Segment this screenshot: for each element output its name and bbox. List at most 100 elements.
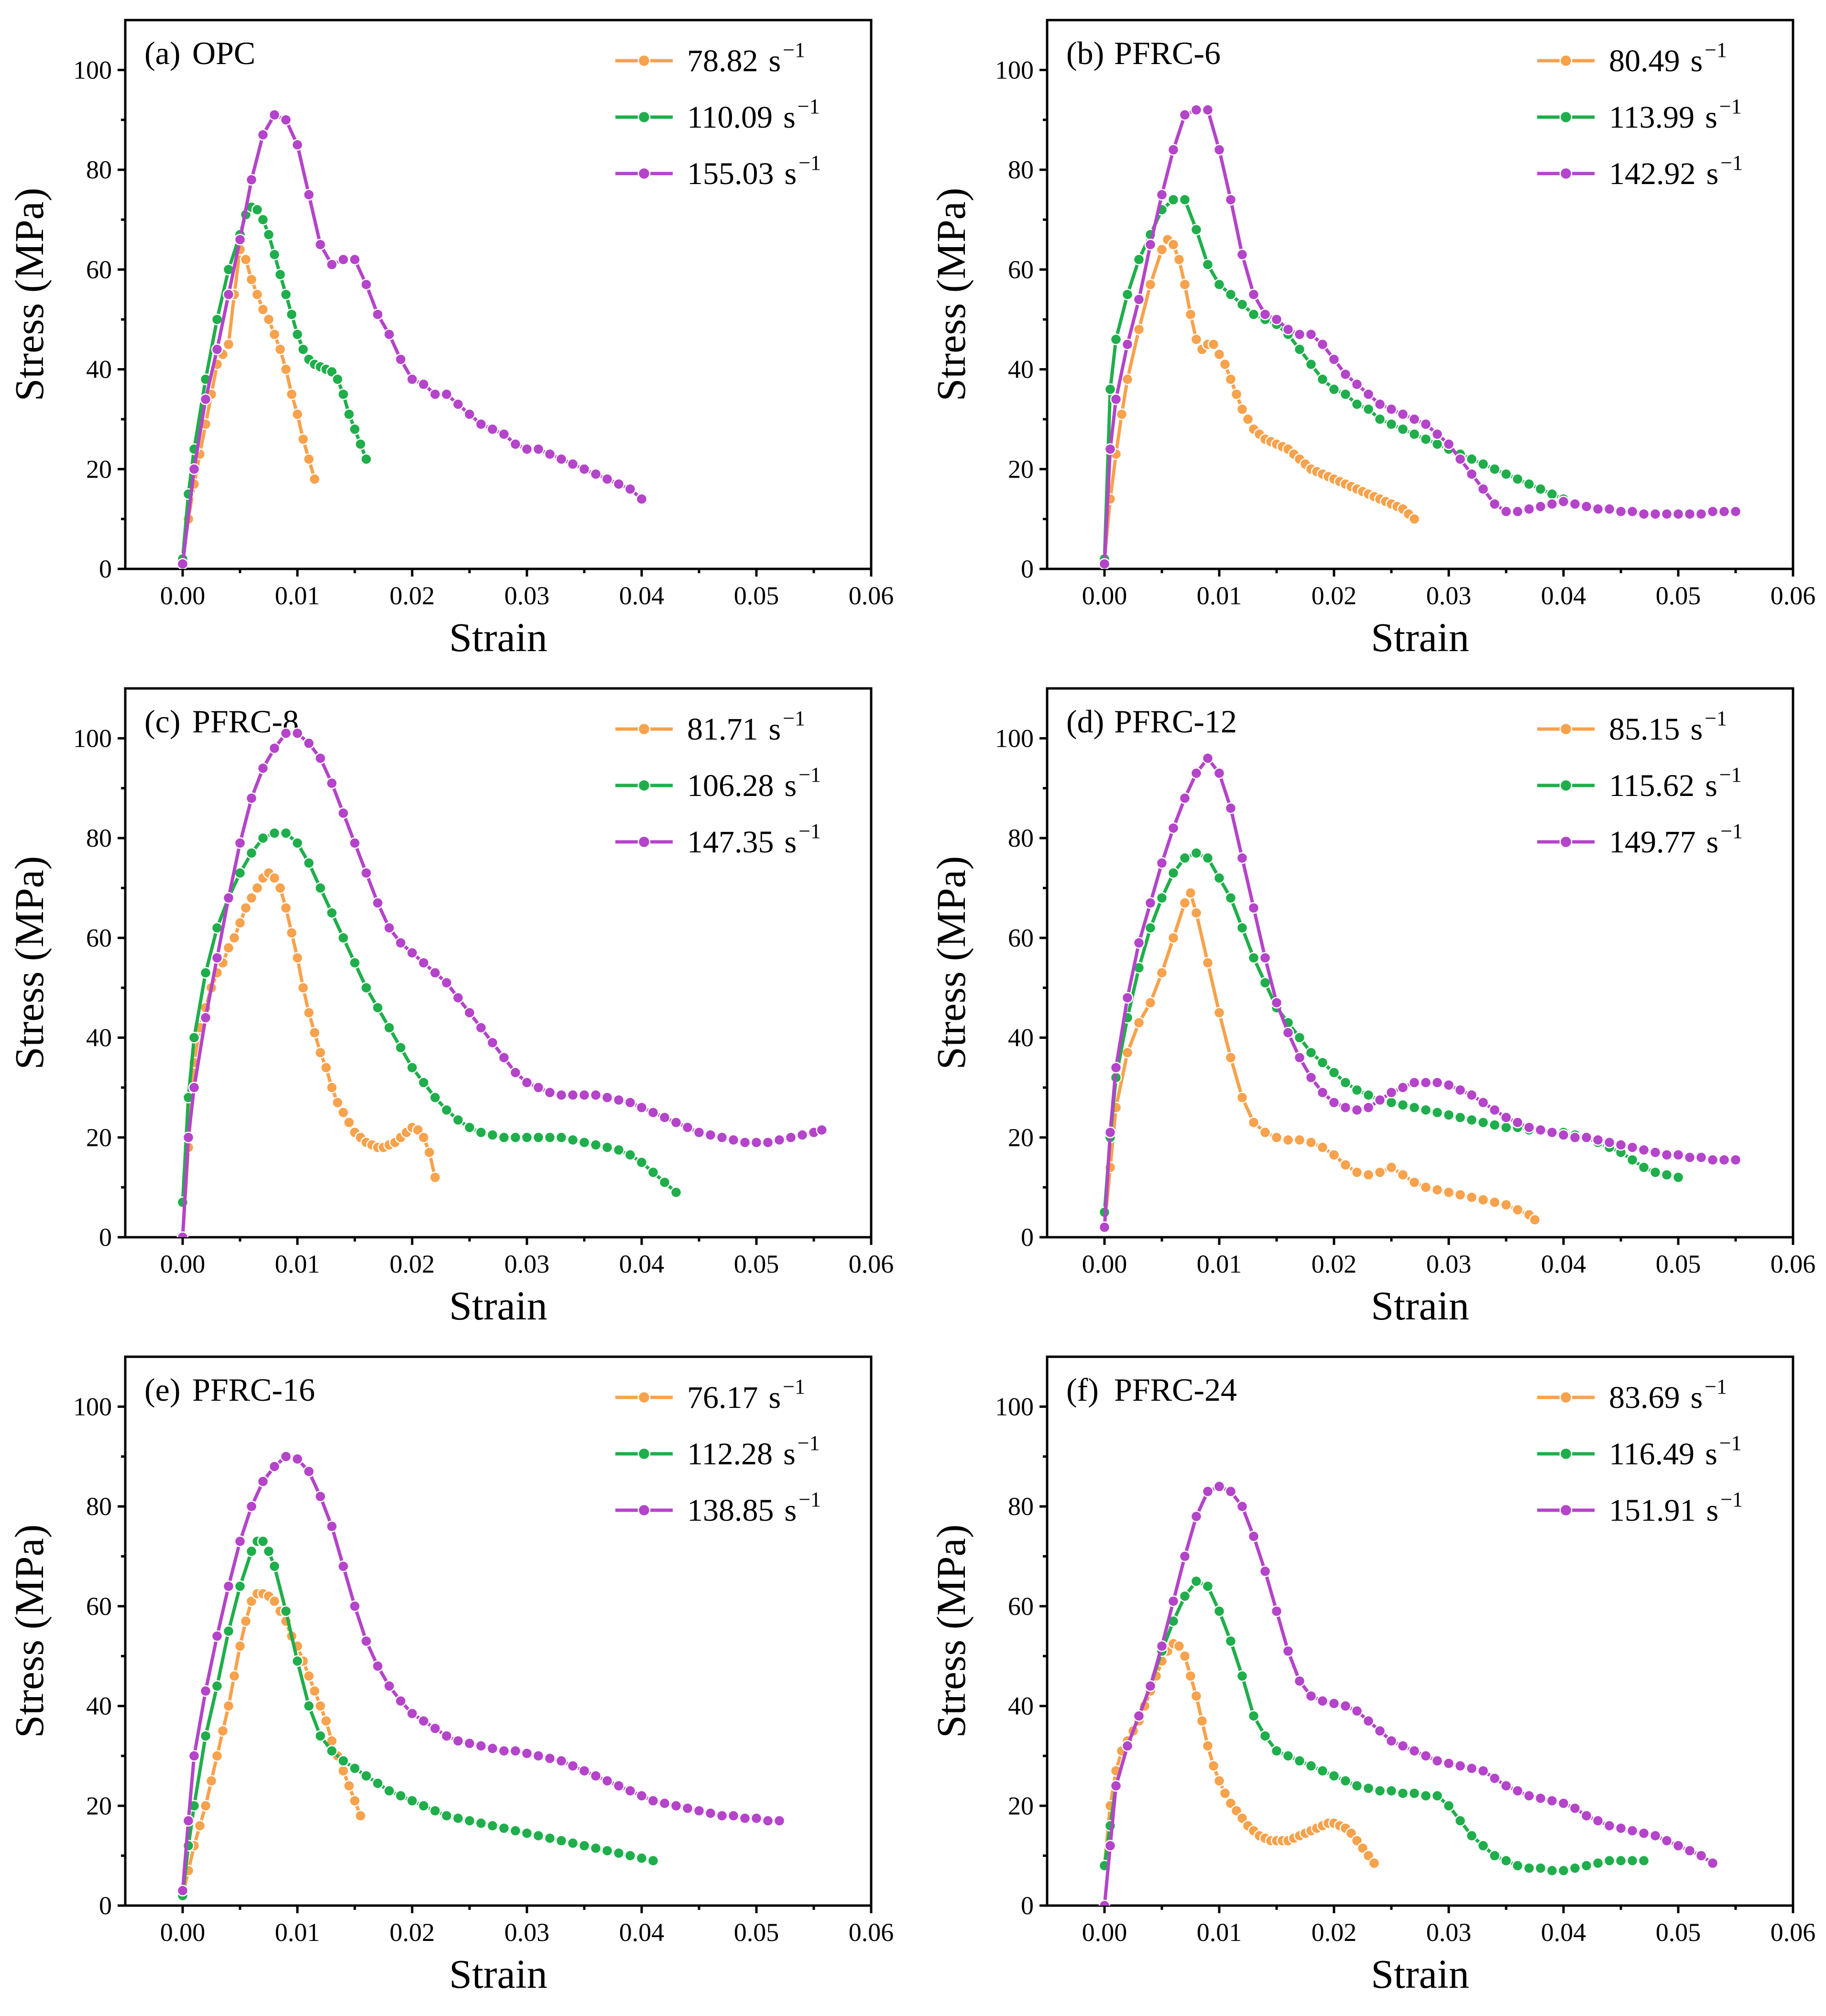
data-point (429, 1722, 441, 1734)
data-point (1580, 1860, 1593, 1872)
data-point (1213, 348, 1225, 360)
legend-unit: s (785, 768, 797, 803)
data-point (681, 1802, 694, 1814)
data-point (498, 1052, 510, 1064)
y-axis-title: Stress (MPa) (6, 188, 52, 402)
data-point (1557, 1864, 1570, 1877)
x-tick-label: 0.01 (1197, 581, 1242, 610)
data-point (1374, 1094, 1386, 1106)
data-point (1362, 388, 1375, 400)
data-point (222, 338, 235, 350)
data-point (647, 1106, 659, 1119)
data-point (521, 1747, 533, 1759)
data-point (1167, 932, 1180, 944)
data-point (331, 373, 344, 385)
data-point (1316, 1141, 1329, 1154)
data-point (291, 408, 304, 420)
data-point (1729, 505, 1742, 518)
data-point (251, 204, 263, 216)
data-point (1328, 383, 1340, 395)
data-point (532, 1830, 545, 1842)
data-point (1213, 1775, 1225, 1787)
data-point (1661, 1835, 1673, 1847)
data-point (1351, 1084, 1363, 1096)
data-point (612, 1847, 625, 1859)
data-point (1706, 505, 1719, 518)
legend-unit: s (769, 1380, 781, 1415)
data-point (1454, 1084, 1466, 1096)
data-point (1167, 867, 1180, 879)
data-point (262, 229, 275, 241)
legend-marker (637, 722, 651, 736)
x-tick-label: 0.04 (1541, 1250, 1586, 1278)
y-tick-label: 80 (86, 155, 112, 184)
x-tick-label: 0.06 (1771, 1250, 1816, 1278)
data-point (1362, 403, 1375, 415)
data-point (326, 1745, 338, 1757)
data-point (1408, 413, 1421, 425)
data-point (1167, 194, 1180, 206)
data-point (349, 837, 361, 849)
legend-label: 155.03 s−1 (687, 151, 821, 191)
data-point (240, 1615, 252, 1627)
data-point (1523, 1862, 1535, 1874)
data-point (337, 253, 350, 266)
data-point (429, 1171, 441, 1184)
data-point (1098, 1221, 1111, 1233)
data-point (1316, 338, 1329, 350)
data-point (1397, 1169, 1409, 1181)
legend-marker (1559, 835, 1573, 849)
data-point (601, 1844, 613, 1857)
data-point (1305, 328, 1317, 340)
data-point (1500, 1199, 1512, 1211)
legend-unit-exponent: −1 (798, 1431, 820, 1455)
data-point (1465, 453, 1478, 465)
data-point (1385, 403, 1398, 415)
data-point (1385, 1785, 1398, 1797)
data-point (1718, 505, 1730, 518)
data-point (331, 1096, 344, 1109)
data-point (268, 1460, 281, 1472)
legend-unit-exponent: −1 (1719, 95, 1742, 118)
data-point (612, 478, 625, 490)
data-point (1305, 358, 1317, 371)
data-point (394, 353, 407, 365)
data-point (291, 139, 304, 151)
data-point (1213, 278, 1225, 291)
legend-entry: 112.28 s−1 (615, 1431, 820, 1471)
data-point (1638, 508, 1650, 520)
data-point (1569, 1132, 1581, 1144)
data-point (360, 981, 372, 994)
data-point (463, 1122, 476, 1133)
data-point (773, 1134, 786, 1146)
data-point (1454, 1112, 1466, 1123)
data-point (245, 892, 258, 904)
data-point (1603, 1136, 1616, 1148)
data-point (314, 752, 327, 764)
data-point (1626, 1154, 1639, 1166)
data-point (1328, 1698, 1340, 1710)
data-point (1488, 1119, 1501, 1131)
data-point (1202, 1485, 1214, 1498)
data-point (670, 1186, 682, 1199)
y-tick-label: 100 (995, 1392, 1034, 1421)
data-point (532, 1132, 545, 1144)
x-axis-title: Strain (1371, 614, 1469, 660)
data-point (452, 1114, 464, 1126)
data-point (658, 1112, 671, 1123)
data-point (1661, 1149, 1673, 1161)
data-point (1465, 1830, 1478, 1842)
legend-entry: 113.99 s−1 (1537, 95, 1742, 135)
data-point (280, 902, 292, 914)
data-point (1672, 1840, 1684, 1852)
data-point (1523, 478, 1535, 490)
data-point (1110, 1061, 1122, 1074)
data-point (1110, 1780, 1122, 1792)
data-point (1500, 505, 1512, 518)
legend-unit: s (783, 1437, 796, 1471)
data-point (1511, 1116, 1524, 1129)
data-point (1477, 483, 1489, 495)
data-point (509, 1825, 522, 1837)
data-point (727, 1809, 740, 1822)
data-point (1351, 1166, 1363, 1178)
